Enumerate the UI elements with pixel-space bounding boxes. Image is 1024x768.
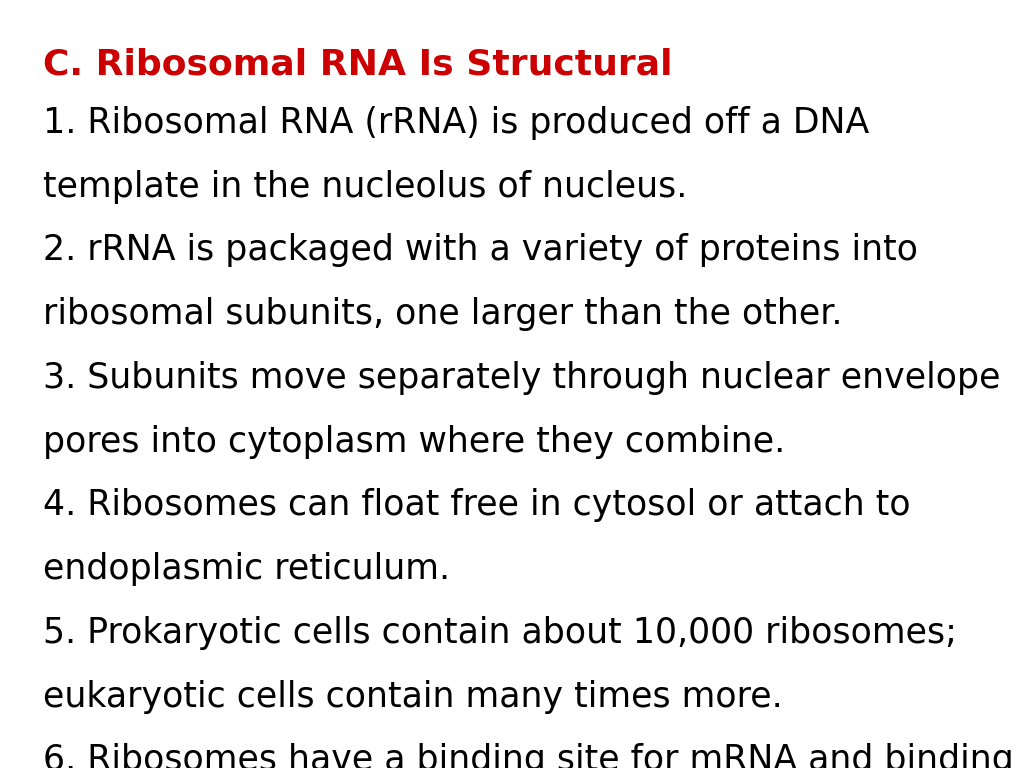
- Text: 3. Subunits move separately through nuclear envelope: 3. Subunits move separately through nucl…: [43, 361, 1000, 395]
- Text: eukaryotic cells contain many times more.: eukaryotic cells contain many times more…: [43, 680, 782, 713]
- Text: 4. Ribosomes can float free in cytosol or attach to: 4. Ribosomes can float free in cytosol o…: [43, 488, 910, 522]
- Text: pores into cytoplasm where they combine.: pores into cytoplasm where they combine.: [43, 425, 785, 458]
- Text: ribosomal subunits, one larger than the other.: ribosomal subunits, one larger than the …: [43, 297, 843, 331]
- Text: 5. Prokaryotic cells contain about 10,000 ribosomes;: 5. Prokaryotic cells contain about 10,00…: [43, 616, 956, 650]
- Text: 6. Ribosomes have a binding site for mRNA and binding: 6. Ribosomes have a binding site for mRN…: [43, 743, 1014, 768]
- Text: 2. rRNA is packaged with a variety of proteins into: 2. rRNA is packaged with a variety of pr…: [43, 233, 918, 267]
- Text: template in the nucleolus of nucleus.: template in the nucleolus of nucleus.: [43, 170, 687, 204]
- Text: 1. Ribosomal RNA (rRNA) is produced off a DNA: 1. Ribosomal RNA (rRNA) is produced off …: [43, 106, 869, 140]
- Text: C. Ribosomal RNA Is Structural: C. Ribosomal RNA Is Structural: [43, 48, 673, 81]
- Text: endoplasmic reticulum.: endoplasmic reticulum.: [43, 552, 451, 586]
